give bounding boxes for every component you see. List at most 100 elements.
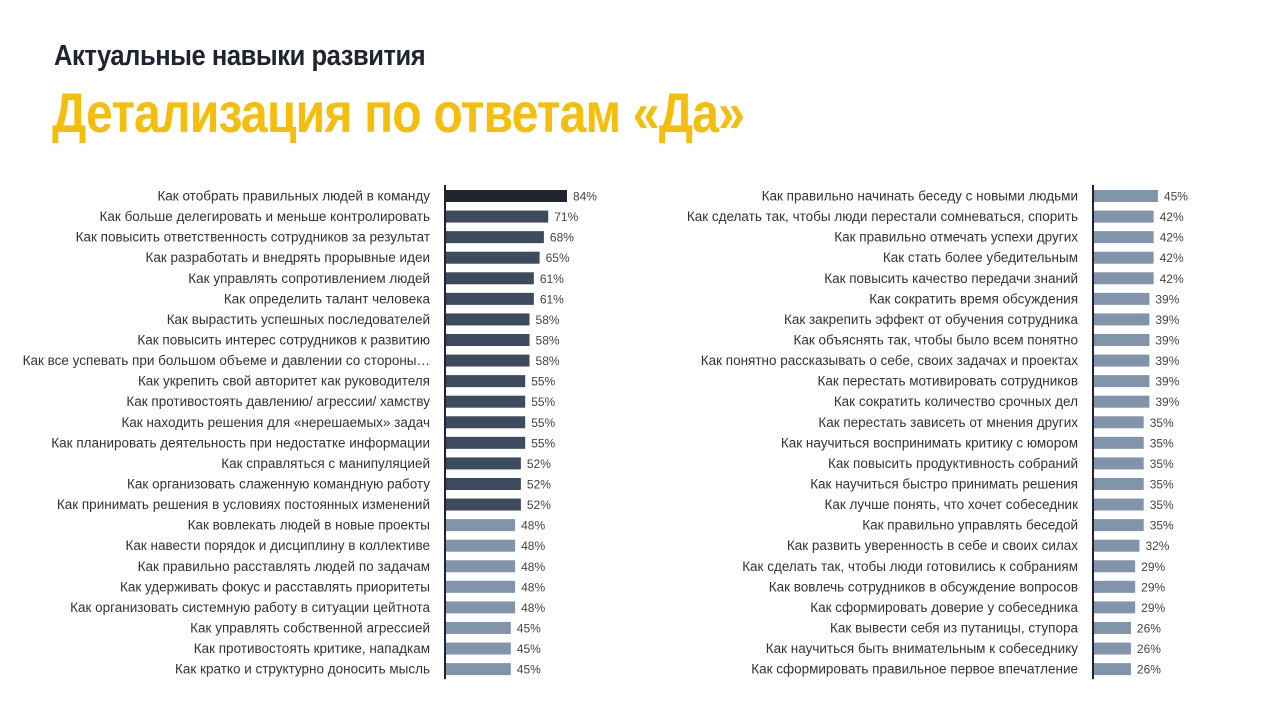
category-label: Как противостоять критике, нападкам — [194, 641, 430, 656]
category-label: Как развить уверенность в себе и своих с… — [787, 538, 1078, 553]
category-label: Как вовлечь сотрудников в обсуждение воп… — [769, 579, 1078, 594]
category-label: Как правильно управлять беседой — [862, 518, 1078, 533]
category-label: Как сократить время обсуждения — [869, 291, 1078, 306]
bar-row: Как навести порядок и дисциплину в колле… — [126, 538, 546, 553]
value-label: 26% — [1137, 642, 1161, 656]
value-label: 55% — [531, 436, 555, 450]
bar-row: Как определить талант человека 61% — [224, 291, 564, 306]
bar-row: Как сформировать правильное первое впеча… — [751, 662, 1161, 677]
bar — [1094, 621, 1131, 634]
bar — [446, 190, 567, 202]
bar — [1094, 272, 1154, 285]
category-label: Как правильно расставлять людей по задач… — [138, 559, 430, 574]
bar-row: Как научиться воспринимать критику с юмо… — [781, 435, 1174, 450]
category-label: Как сократить количество срочных дел — [834, 394, 1078, 409]
value-label: 68% — [550, 231, 574, 245]
chart-right: Как правильно начинать беседу с новыми л… — [687, 185, 1189, 680]
bar-row: Как вывести себя из путаницы, ступора 26% — [830, 620, 1161, 635]
value-label: 39% — [1155, 375, 1179, 389]
category-label: Как сделать так, чтобы люди перестали со… — [687, 209, 1078, 224]
value-label: 26% — [1137, 621, 1161, 635]
bar-row: Как повысить ответственность сотрудников… — [76, 230, 575, 245]
bar-row: Как все успевать при большом объеме и да… — [23, 353, 560, 368]
value-label: 48% — [521, 519, 545, 533]
category-label: Как навести порядок и дисциплину в колле… — [126, 538, 430, 553]
category-label: Как организовать слаженную командную раб… — [127, 476, 430, 491]
bar — [1094, 663, 1131, 676]
bar — [1094, 210, 1154, 223]
slide-title: Детализация по ответам «Да» — [52, 81, 745, 144]
bar-row: Как повысить продуктивность собраний 35% — [828, 456, 1174, 471]
value-label: 52% — [527, 498, 551, 512]
category-label: Как стать более убедительным — [883, 250, 1078, 265]
value-label: 35% — [1150, 519, 1174, 533]
category-label: Как объяснять так, чтобы было всем понят… — [793, 332, 1078, 347]
value-label: 29% — [1141, 560, 1165, 574]
category-label: Как вырастить успешных последователей — [167, 312, 430, 327]
value-label: 35% — [1150, 477, 1174, 491]
category-label: Как правильно начинать беседу с новыми л… — [762, 189, 1078, 204]
value-label: 55% — [531, 375, 555, 389]
value-label: 39% — [1155, 354, 1179, 368]
value-label: 42% — [1160, 251, 1184, 265]
category-label: Как перестать мотивировать сотрудников — [817, 374, 1078, 389]
bar — [1094, 375, 1150, 388]
bar-row: Как укрепить свой авторитет как руководи… — [138, 374, 556, 389]
bar-row: Как развить уверенность в себе и своих с… — [787, 538, 1170, 553]
value-label: 55% — [531, 416, 555, 430]
bar-row: Как научиться быстро принимать решения 35… — [810, 476, 1174, 491]
value-label: 52% — [527, 457, 551, 471]
bar — [1094, 313, 1150, 326]
value-label: 48% — [521, 580, 545, 594]
bar — [446, 477, 521, 490]
value-label: 29% — [1141, 580, 1165, 594]
category-label: Как определить талант человека — [224, 291, 431, 306]
bar-row: Как сделать так, чтобы люди готовились к… — [742, 559, 1165, 574]
bar — [1094, 436, 1144, 449]
bar-row: Как правильно управлять беседой 35% — [862, 518, 1174, 533]
value-label: 58% — [536, 313, 560, 327]
value-label: 35% — [1150, 416, 1174, 430]
category-label: Как принимать решения в условиях постоян… — [57, 497, 430, 512]
category-label: Как больше делегировать и меньше контрол… — [100, 209, 430, 224]
bar-row: Как лучше понять, что хочет собеседник 35… — [825, 497, 1175, 512]
bar — [446, 519, 516, 532]
category-label: Как повысить продуктивность собраний — [828, 456, 1078, 471]
value-label: 48% — [521, 560, 545, 574]
value-label: 61% — [540, 272, 564, 286]
bar — [1094, 477, 1144, 490]
value-label: 45% — [517, 621, 541, 635]
value-label: 71% — [554, 210, 578, 224]
category-label: Как управлять собственной агрессией — [190, 620, 430, 635]
bar — [446, 560, 516, 573]
bar — [446, 621, 511, 634]
bar — [1094, 519, 1144, 532]
value-label: 48% — [521, 539, 545, 553]
bar — [446, 498, 521, 511]
bar-row: Как повысить качество передачи знаний 42% — [824, 271, 1184, 286]
bar — [1094, 333, 1150, 346]
category-label: Как противостоять давлению/ агрессии/ ха… — [126, 394, 430, 409]
bar — [446, 313, 530, 326]
value-label: 39% — [1155, 333, 1179, 347]
bar-row: Как сделать так, чтобы люди перестали со… — [687, 209, 1184, 224]
value-label: 45% — [517, 663, 541, 677]
category-label: Как повысить качество передачи знаний — [824, 271, 1078, 286]
value-label: 48% — [521, 601, 545, 615]
bar-row: Как вовлечь сотрудников в обсуждение воп… — [769, 579, 1166, 594]
category-label: Как разработать и внедрять прорывные иде… — [146, 250, 431, 265]
bar-row: Как объяснять так, чтобы было всем понят… — [793, 332, 1179, 347]
value-label: 42% — [1160, 231, 1184, 245]
bar — [446, 333, 530, 346]
bar-row: Как вовлекать людей в новые проекты 48% — [188, 518, 546, 533]
bar-row: Как правильно отмечать успехи других 42% — [834, 230, 1184, 245]
bar-row: Как правильно начинать беседу с новыми л… — [762, 189, 1189, 204]
value-label: 39% — [1155, 313, 1179, 327]
bar-row: Как находить решения для «нерешаемых» за… — [121, 415, 555, 430]
category-label: Как управлять сопротивлением людей — [188, 271, 430, 286]
category-label: Как понятно рассказывать о себе, своих з… — [701, 353, 1079, 368]
category-label: Как находить решения для «нерешаемых» за… — [121, 415, 430, 430]
category-label: Как укрепить свой авторитет как руководи… — [138, 374, 430, 389]
category-label: Как кратко и структурно доносить мысль — [175, 662, 430, 677]
